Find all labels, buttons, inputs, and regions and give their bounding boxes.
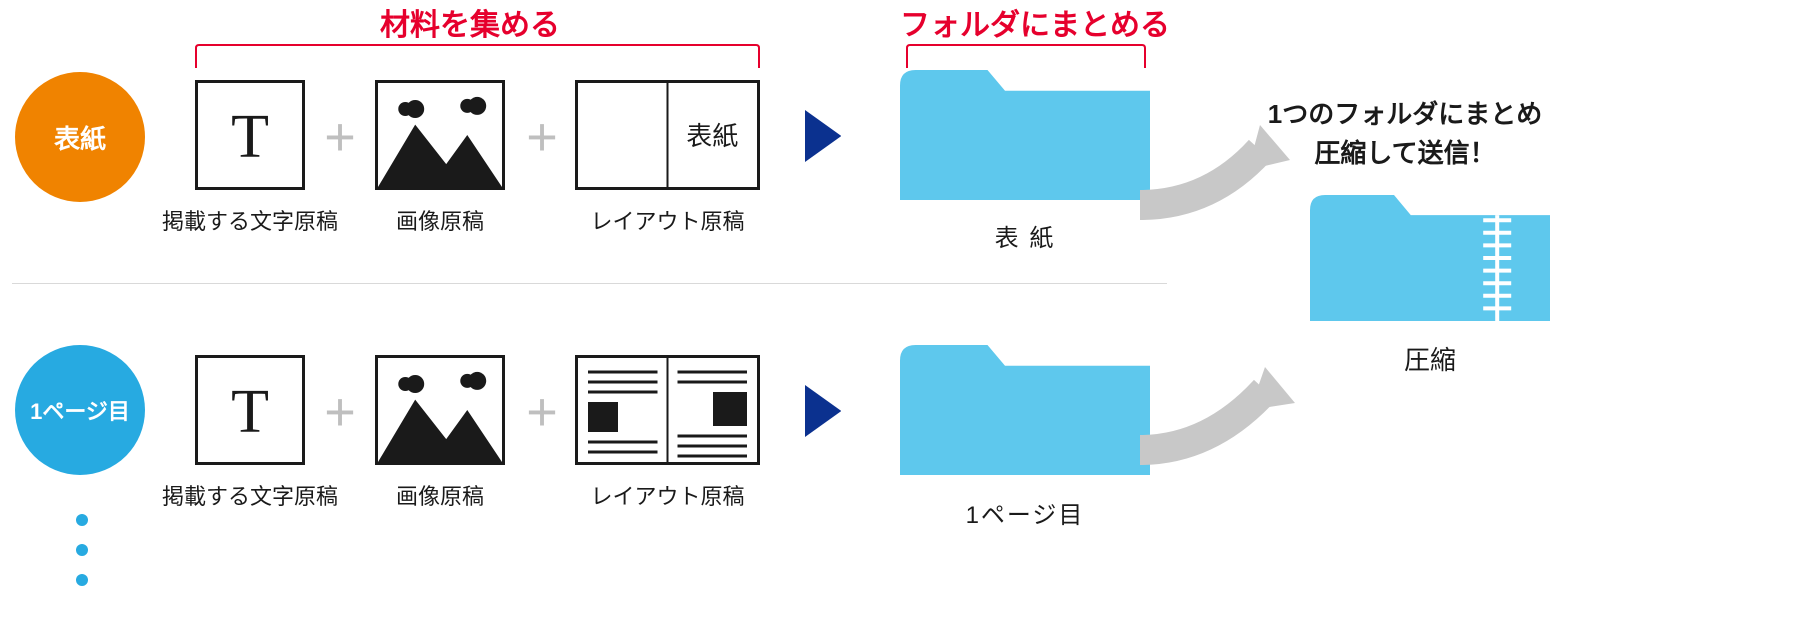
layout_cover-box: 表紙 (575, 80, 760, 190)
plus-icon: + (320, 385, 360, 439)
image-box (375, 80, 505, 190)
folder-label: 表 紙 (900, 218, 1150, 253)
cover-circle-badge: 表紙 (15, 72, 145, 202)
arrow-triangle-icon (805, 110, 841, 162)
folder-icon (900, 345, 1150, 475)
final-instruction-text: 1つのフォルダにまとめ圧縮して送信！ (1225, 95, 1585, 173)
row-divider (12, 283, 1167, 284)
image-label: 画像原稿 (375, 479, 505, 511)
arrow-triangle-icon (805, 385, 841, 437)
continuation-dots-icon (72, 510, 92, 600)
gather-bracket (195, 44, 760, 68)
svg-text:表紙: 表紙 (686, 121, 738, 151)
text-box: T (195, 355, 305, 465)
folder-bracket (906, 44, 1146, 68)
text-label: 掲載する文字原稿 (160, 204, 340, 236)
plus-icon: + (320, 110, 360, 164)
page1-circle-badge: 1ページ目 (15, 345, 145, 475)
image-box (375, 355, 505, 465)
layout_page-box (575, 355, 760, 465)
zip-folder-icon (1310, 195, 1550, 321)
folder-icon (900, 70, 1150, 200)
svg-text:T: T (231, 103, 269, 171)
curve-arrow-icon (1130, 355, 1330, 495)
plus-icon: + (522, 110, 562, 164)
text-box: T (195, 80, 305, 190)
svg-text:T: T (231, 378, 269, 446)
layout_page-label: レイアウト原稿 (575, 479, 760, 511)
plus-icon: + (522, 385, 562, 439)
folder-label: 1ページ目 (900, 495, 1150, 530)
text-label: 掲載する文字原稿 (160, 479, 340, 511)
image-label: 画像原稿 (375, 204, 505, 236)
folder-heading: フォルダにまとめる (900, 0, 1170, 44)
layout_cover-label: レイアウト原稿 (575, 204, 760, 236)
gather-heading: 材料を集める (380, 0, 560, 44)
zip-label: 圧縮 (1310, 340, 1550, 377)
